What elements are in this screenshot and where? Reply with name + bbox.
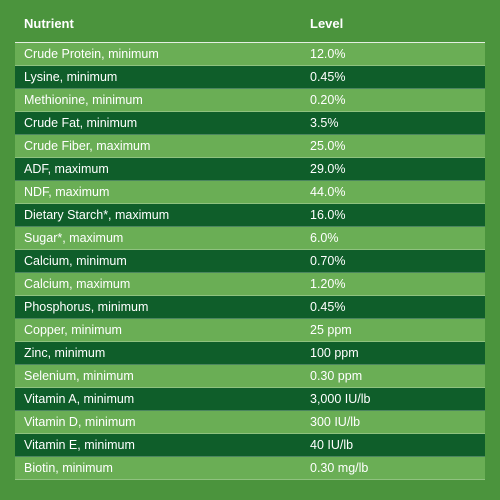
nutrient-cell: Crude Protein, minimum	[24, 47, 159, 61]
level-cell: 0.30 ppm	[310, 369, 363, 383]
nutrient-cell: Zinc, minimum	[24, 346, 106, 360]
nutrient-cell: Biotin, minimum	[24, 461, 113, 475]
table-row: Crude Protein, minimum 12.0%	[15, 43, 485, 66]
table-row: Calcium, maximum 1.20%	[15, 273, 485, 296]
table-row: Dietary Starch*, maximum 16.0%	[15, 204, 485, 227]
table-row: Copper, minimum 25 ppm	[15, 319, 485, 342]
level-cell: 29.0%	[310, 162, 346, 176]
nutrient-cell: Phosphorus, minimum	[24, 300, 149, 314]
level-cell: 0.30 mg/lb	[310, 461, 369, 475]
level-cell: 0.45%	[310, 300, 346, 314]
header-level: Level	[310, 16, 344, 31]
nutrient-cell: Lysine, minimum	[24, 70, 118, 84]
nutrient-cell: Crude Fiber, maximum	[24, 139, 151, 153]
table-row: Selenium, minimum 0.30 ppm	[15, 365, 485, 388]
level-cell: 0.20%	[310, 93, 346, 107]
nutrient-cell: Dietary Starch*, maximum	[24, 208, 170, 222]
table-body: Crude Protein, minimum 12.0% Lysine, min…	[15, 43, 485, 480]
table-row: Crude Fiber, maximum 25.0%	[15, 135, 485, 158]
level-cell: 44.0%	[310, 185, 346, 199]
table-row: ADF, maximum 29.0%	[15, 158, 485, 181]
header-nutrient: Nutrient	[24, 16, 74, 31]
table-row: Phosphorus, minimum 0.45%	[15, 296, 485, 319]
nutrient-cell: Calcium, minimum	[24, 254, 127, 268]
level-cell: 3,000 IU/lb	[310, 392, 371, 406]
table-row: Lysine, minimum 0.45%	[15, 66, 485, 89]
table-row: Vitamin E, minimum 40 IU/lb	[15, 434, 485, 457]
level-cell: 6.0%	[310, 231, 339, 245]
nutrient-cell: Crude Fat, minimum	[24, 116, 138, 130]
level-cell: 300 IU/lb	[310, 415, 361, 429]
nutrient-cell: Vitamin E, minimum	[24, 438, 135, 452]
nutrient-cell: NDF, maximum	[24, 185, 110, 199]
level-cell: 3.5%	[310, 116, 339, 130]
table-row: Sugar*, maximum 6.0%	[15, 227, 485, 250]
table-row: Vitamin D, minimum 300 IU/lb	[15, 411, 485, 434]
level-cell: 0.70%	[310, 254, 346, 268]
table-row: Methionine, minimum 0.20%	[15, 89, 485, 112]
table-header: Nutrient Level	[15, 16, 485, 43]
nutrient-cell: Sugar*, maximum	[24, 231, 124, 245]
level-cell: 0.45%	[310, 70, 346, 84]
table-row: Biotin, minimum 0.30 mg/lb	[15, 457, 485, 480]
nutrient-cell: Selenium, minimum	[24, 369, 134, 383]
table-row: Zinc, minimum 100 ppm	[15, 342, 485, 365]
nutrient-cell: Calcium, maximum	[24, 277, 131, 291]
nutrient-cell: Methionine, minimum	[24, 93, 143, 107]
table-row: Calcium, minimum 0.70%	[15, 250, 485, 273]
level-cell: 1.20%	[310, 277, 346, 291]
level-cell: 25 ppm	[310, 323, 352, 337]
table-row: Crude Fat, minimum 3.5%	[15, 112, 485, 135]
level-cell: 100 ppm	[310, 346, 359, 360]
level-cell: 12.0%	[310, 47, 346, 61]
level-cell: 16.0%	[310, 208, 346, 222]
nutrient-cell: ADF, maximum	[24, 162, 109, 176]
table-row: Vitamin A, minimum 3,000 IU/lb	[15, 388, 485, 411]
level-cell: 40 IU/lb	[310, 438, 354, 452]
table-row: NDF, maximum 44.0%	[15, 181, 485, 204]
nutrient-cell: Vitamin A, minimum	[24, 392, 135, 406]
level-cell: 25.0%	[310, 139, 346, 153]
nutrient-cell: Vitamin D, minimum	[24, 415, 136, 429]
nutrient-cell: Copper, minimum	[24, 323, 122, 337]
